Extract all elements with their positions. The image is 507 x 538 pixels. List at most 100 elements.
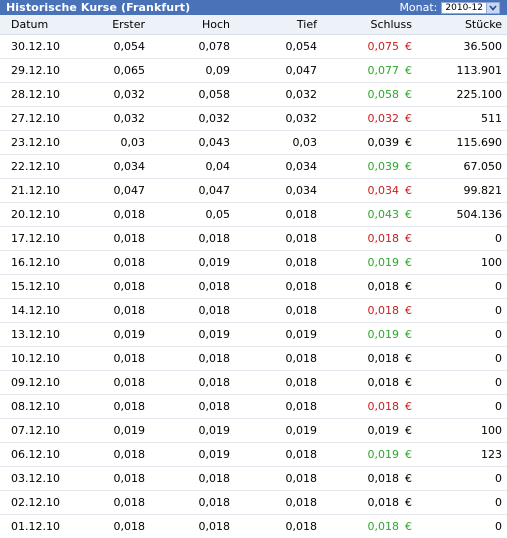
close-value: 0,075 bbox=[367, 39, 400, 53]
close-value: 0,058 bbox=[367, 87, 400, 101]
table-row: 06.12.10 0,018 0,019 0,018 0,019 €123 bbox=[0, 441, 507, 466]
cell-close: 0,039 € bbox=[319, 153, 414, 178]
cell-date: 02.12.10 bbox=[0, 489, 70, 514]
cell-open: 0,065 bbox=[70, 57, 147, 82]
cell-volume: 115.690 bbox=[414, 129, 507, 154]
cell-close: 0,034 € bbox=[319, 177, 414, 202]
cell-low: 0,034 bbox=[234, 177, 319, 202]
cell-close: 0,077 € bbox=[319, 57, 414, 82]
euro-symbol: € bbox=[405, 135, 412, 149]
cell-low: 0,018 bbox=[234, 369, 319, 394]
cell-open: 0,047 bbox=[70, 177, 147, 202]
cell-volume: 0 bbox=[414, 489, 507, 514]
cell-date: 14.12.10 bbox=[0, 297, 70, 322]
close-value: 0,019 bbox=[367, 255, 400, 269]
cell-date: 01.12.10 bbox=[0, 513, 70, 538]
cell-high: 0,018 bbox=[147, 465, 234, 490]
cell-open: 0,018 bbox=[70, 201, 147, 226]
cell-close: 0,018 € bbox=[319, 297, 414, 322]
table-row: 14.12.10 0,018 0,018 0,018 0,018 €0 bbox=[0, 297, 507, 322]
cell-date: 30.12.10 bbox=[0, 33, 70, 58]
table-row: 28.12.10 0,032 0,058 0,032 0,058 €225.100 bbox=[0, 81, 507, 106]
cell-volume: 100 bbox=[414, 417, 507, 442]
euro-symbol: € bbox=[405, 111, 412, 125]
panel-header: Historische Kurse (Frankfurt) Monat: 201… bbox=[0, 0, 507, 15]
month-dropdown[interactable]: 2010-12 bbox=[441, 1, 500, 14]
euro-symbol: € bbox=[405, 519, 412, 533]
table-row: 16.12.10 0,018 0,019 0,018 0,019 €100 bbox=[0, 249, 507, 274]
cell-high: 0,018 bbox=[147, 513, 234, 538]
cell-open: 0,018 bbox=[70, 513, 147, 538]
cell-high: 0,047 bbox=[147, 177, 234, 202]
cell-volume: 0 bbox=[414, 297, 507, 322]
close-value: 0,034 bbox=[367, 183, 400, 197]
cell-low: 0,018 bbox=[234, 249, 319, 274]
close-value: 0,018 bbox=[367, 399, 400, 413]
cell-close: 0,019 € bbox=[319, 417, 414, 442]
cell-date: 07.12.10 bbox=[0, 417, 70, 442]
chevron-down-icon[interactable] bbox=[486, 2, 499, 13]
cell-low: 0,018 bbox=[234, 489, 319, 514]
cell-open: 0,018 bbox=[70, 225, 147, 250]
table-row: 03.12.10 0,018 0,018 0,018 0,018 €0 bbox=[0, 465, 507, 490]
column-header-date: Datum bbox=[0, 15, 70, 35]
close-value: 0,032 bbox=[367, 111, 400, 125]
cell-date: 21.12.10 bbox=[0, 177, 70, 202]
close-value: 0,019 bbox=[367, 423, 400, 437]
euro-symbol: € bbox=[405, 351, 412, 365]
table-row: 21.12.10 0,047 0,047 0,034 0,034 €99.821 bbox=[0, 177, 507, 202]
cell-high: 0,078 bbox=[147, 33, 234, 58]
close-value: 0,018 bbox=[367, 231, 400, 245]
cell-high: 0,019 bbox=[147, 321, 234, 346]
euro-symbol: € bbox=[405, 495, 412, 509]
cell-volume: 0 bbox=[414, 369, 507, 394]
table-row: 22.12.10 0,034 0,04 0,034 0,039 €67.050 bbox=[0, 153, 507, 178]
column-header-volume: Stücke bbox=[414, 15, 507, 35]
euro-symbol: € bbox=[405, 63, 412, 77]
cell-date: 16.12.10 bbox=[0, 249, 70, 274]
column-header-high: Hoch bbox=[147, 15, 234, 35]
month-label: Monat: bbox=[399, 1, 438, 14]
cell-volume: 0 bbox=[414, 273, 507, 298]
cell-open: 0,018 bbox=[70, 441, 147, 466]
cell-volume: 504.136 bbox=[414, 201, 507, 226]
euro-symbol: € bbox=[405, 183, 412, 197]
table-row: 02.12.10 0,018 0,018 0,018 0,018 €0 bbox=[0, 489, 507, 514]
cell-high: 0,019 bbox=[147, 249, 234, 274]
cell-close: 0,018 € bbox=[319, 369, 414, 394]
table-row: 17.12.10 0,018 0,018 0,018 0,018 €0 bbox=[0, 225, 507, 250]
cell-high: 0,018 bbox=[147, 369, 234, 394]
cell-open: 0,032 bbox=[70, 81, 147, 106]
cell-low: 0,018 bbox=[234, 297, 319, 322]
cell-open: 0,018 bbox=[70, 369, 147, 394]
cell-low: 0,032 bbox=[234, 81, 319, 106]
cell-volume: 225.100 bbox=[414, 81, 507, 106]
close-value: 0,039 bbox=[367, 159, 400, 173]
cell-close: 0,039 € bbox=[319, 129, 414, 154]
close-value: 0,039 bbox=[367, 135, 400, 149]
cell-close: 0,018 € bbox=[319, 465, 414, 490]
table-row: 23.12.10 0,03 0,043 0,03 0,039 €115.690 bbox=[0, 129, 507, 154]
cell-close: 0,032 € bbox=[319, 105, 414, 130]
cell-low: 0,018 bbox=[234, 345, 319, 370]
cell-date: 13.12.10 bbox=[0, 321, 70, 346]
cell-close: 0,019 € bbox=[319, 249, 414, 274]
cell-high: 0,058 bbox=[147, 81, 234, 106]
cell-high: 0,018 bbox=[147, 297, 234, 322]
column-header-close: Schluss bbox=[319, 15, 414, 35]
euro-symbol: € bbox=[405, 327, 412, 341]
column-header-low: Tief bbox=[234, 15, 319, 35]
euro-symbol: € bbox=[405, 399, 412, 413]
cell-high: 0,09 bbox=[147, 57, 234, 82]
table-row: 07.12.10 0,019 0,019 0,019 0,019 €100 bbox=[0, 417, 507, 442]
table-row: 27.12.10 0,032 0,032 0,032 0,032 €511 bbox=[0, 105, 507, 130]
cell-low: 0,034 bbox=[234, 153, 319, 178]
euro-symbol: € bbox=[405, 471, 412, 485]
cell-high: 0,032 bbox=[147, 105, 234, 130]
cell-low: 0,018 bbox=[234, 273, 319, 298]
cell-open: 0,032 bbox=[70, 105, 147, 130]
cell-high: 0,018 bbox=[147, 345, 234, 370]
close-value: 0,018 bbox=[367, 351, 400, 365]
table-header-row: Datum Erster Hoch Tief Schluss Stücke bbox=[0, 15, 507, 35]
cell-open: 0,054 bbox=[70, 33, 147, 58]
